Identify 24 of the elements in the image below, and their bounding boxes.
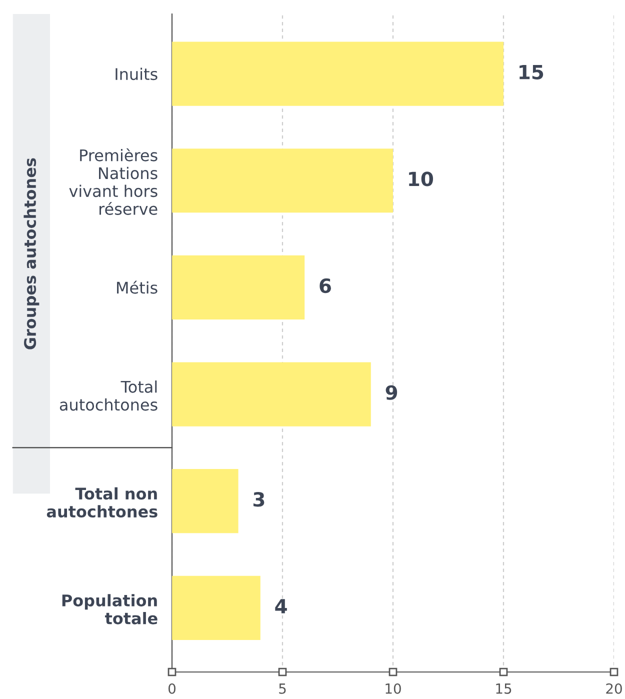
text: Groupes autochtones	[24, 158, 40, 350]
data-label: 4	[275, 599, 287, 614]
bar	[172, 148, 393, 213]
bar	[172, 42, 504, 106]
y-tick-label: Inuits	[116, 68, 158, 80]
data-label: 15	[520, 65, 544, 80]
bar	[172, 576, 260, 640]
bar	[172, 469, 238, 534]
data-label: 9	[386, 385, 398, 400]
y-tick-label: Métis	[117, 280, 158, 294]
bar	[172, 362, 371, 426]
bar	[172, 255, 305, 320]
x-tick-label: 20	[606, 683, 622, 694]
data-label: 3	[253, 492, 264, 507]
x-tick-label: 0	[168, 683, 176, 694]
y-tick-label: Total autochtones	[60, 380, 158, 411]
x-tick-label: 15	[496, 684, 512, 694]
y-tick-label: Total non autochtones	[46, 487, 158, 518]
data-label: 10	[409, 172, 434, 186]
y-tick-label: Population totale	[62, 594, 158, 624]
y-tick-label: Premières Nations vivant hors réserve	[69, 148, 158, 215]
x-tick-label: 10	[386, 683, 401, 694]
x-tick-label: 5	[279, 684, 286, 694]
data-label: 6	[320, 278, 331, 294]
